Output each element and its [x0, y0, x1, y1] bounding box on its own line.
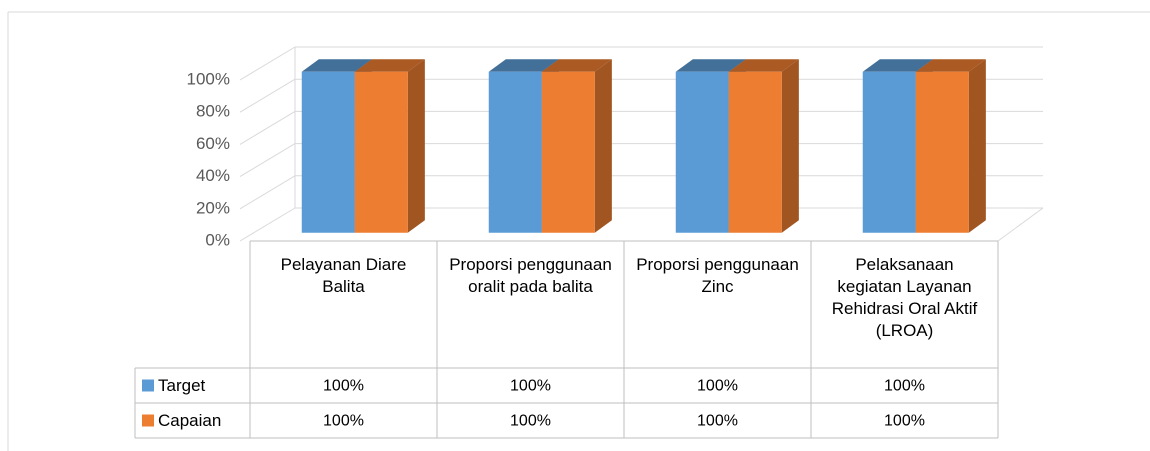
- y-tick-label: 0%: [205, 230, 230, 249]
- y-tick-label: 20%: [196, 198, 230, 217]
- category-label: Proporsi penggunaan oralit pada balita: [449, 255, 612, 296]
- table-value: 100%: [884, 413, 925, 430]
- bar-top: [862, 59, 933, 72]
- table-value: 100%: [510, 413, 551, 430]
- bar-side: [781, 59, 799, 233]
- table-value: 100%: [697, 413, 738, 430]
- table-value: 100%: [697, 378, 738, 395]
- legend-label: Capaian: [158, 411, 221, 430]
- table-value: 100%: [323, 413, 364, 430]
- bar-top: [728, 59, 799, 72]
- grid-line-depth: [239, 110, 296, 145]
- table-value: 100%: [510, 378, 551, 395]
- grid-line-depth: [239, 46, 296, 81]
- bar: [862, 71, 916, 233]
- category-label: Pelaksanaan kegiatan Layanan Rehidrasi O…: [831, 255, 978, 340]
- bar: [675, 71, 729, 233]
- table-value: 100%: [323, 378, 364, 395]
- bar-side: [407, 59, 425, 233]
- grid-line-depth: [239, 207, 296, 242]
- category-label: Pelayanan Diare Balita: [280, 255, 407, 296]
- y-tick-label: 100%: [187, 69, 230, 88]
- legend-key: [142, 379, 154, 392]
- bar-top: [915, 59, 986, 72]
- category-label: Proporsi penggunaan Zinc: [636, 255, 799, 296]
- bar-top: [354, 59, 425, 72]
- bar-top: [488, 59, 559, 72]
- bar: [488, 71, 542, 233]
- bar-side: [594, 59, 612, 233]
- bar-top: [675, 59, 746, 72]
- bar-top: [301, 59, 372, 72]
- bar: [728, 71, 782, 233]
- bar: [354, 71, 408, 233]
- grid-line-depth: [239, 78, 296, 113]
- bar: [915, 71, 969, 233]
- grid-line-depth: [239, 175, 296, 210]
- floor-edge: [997, 207, 1044, 242]
- y-tick-label: 80%: [196, 102, 230, 121]
- legend-label: Target: [158, 376, 206, 395]
- bar: [541, 71, 595, 233]
- table-value: 100%: [884, 378, 925, 395]
- bar-side: [968, 59, 986, 233]
- y-tick-label: 40%: [196, 166, 230, 185]
- bar-top: [541, 59, 612, 72]
- y-tick-label: 60%: [196, 134, 230, 153]
- legend-key: [142, 414, 154, 427]
- bar: [301, 71, 355, 233]
- grid-line-depth: [239, 143, 296, 178]
